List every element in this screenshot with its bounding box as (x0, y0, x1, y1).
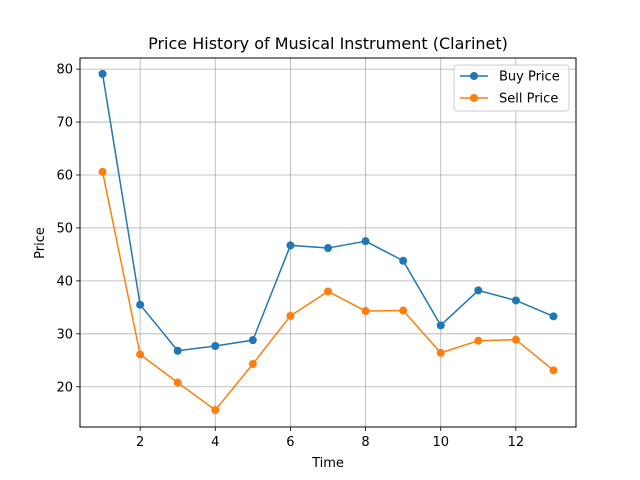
data-point (248, 360, 257, 368)
data-point (399, 306, 408, 315)
x-tick-label: 10 (432, 435, 449, 450)
x-axis-label: Time (311, 456, 344, 471)
y-tick-label: 40 (56, 274, 73, 289)
y-tick-label: 80 (56, 63, 73, 78)
legend: Buy Price Sell Price (453, 64, 570, 112)
series-layer (98, 69, 558, 415)
y-axis-label: Price (33, 227, 48, 259)
plot-frame (79, 57, 577, 428)
data-point (474, 336, 483, 345)
data-point (136, 300, 145, 309)
legend-label: Buy Price (499, 70, 560, 85)
data-point (511, 335, 520, 344)
data-point (98, 167, 107, 176)
data-point (286, 311, 295, 320)
data-point (136, 350, 145, 359)
data-point (399, 256, 408, 265)
data-point (98, 69, 107, 78)
data-point (361, 307, 370, 316)
data-point (511, 296, 520, 305)
data-point (436, 348, 445, 357)
legend-label: Sell Price (499, 92, 558, 107)
x-tick-label: 12 (508, 435, 525, 450)
data-point (324, 244, 332, 253)
y-tick-label: 60 (56, 169, 73, 184)
x-tick-label: 2 (136, 435, 144, 450)
data-point (324, 287, 332, 296)
legend-swatch-marker (470, 72, 478, 80)
data-point (248, 336, 257, 345)
y-tick-label: 30 (56, 327, 73, 342)
data-point (549, 366, 558, 375)
data-point (173, 378, 182, 387)
ticks: 2 4 6 8 10 12 20 30 40 50 60 70 80 (56, 63, 524, 450)
x-tick-label: 8 (361, 435, 369, 450)
x-tick-label: 6 (286, 435, 294, 450)
data-point (361, 237, 370, 246)
data-point (436, 321, 445, 330)
data-point (474, 286, 483, 295)
data-point (549, 312, 558, 321)
y-tick-label: 70 (56, 116, 73, 131)
data-point (173, 346, 182, 355)
data-point (211, 406, 220, 415)
y-tick-label: 20 (56, 380, 73, 395)
y-tick-label: 50 (56, 221, 73, 236)
chart-title: Price History of Musical Instrument (Cla… (148, 34, 508, 53)
data-point (286, 241, 295, 250)
x-tick-label: 4 (211, 435, 219, 450)
legend-swatch-marker (470, 94, 478, 102)
data-point (211, 342, 220, 350)
